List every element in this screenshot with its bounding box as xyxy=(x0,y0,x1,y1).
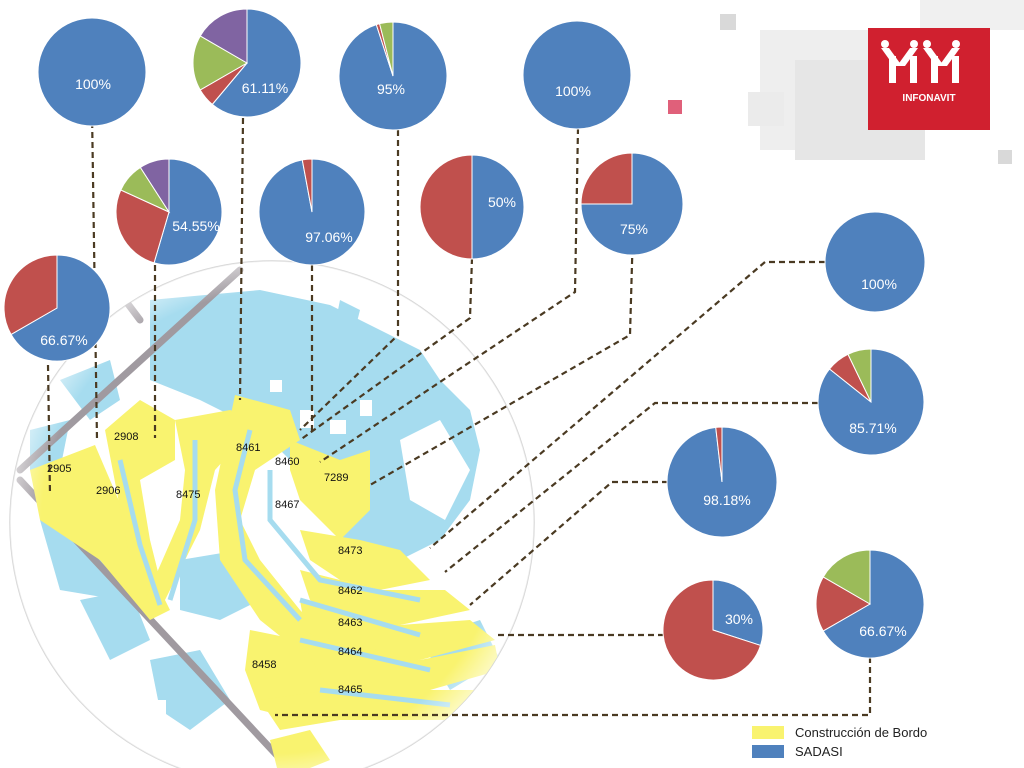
pie-slice-green xyxy=(192,35,248,91)
pie-chart: 66.67% xyxy=(3,254,111,362)
pie-chart: 30% xyxy=(662,579,764,681)
pie-slice-purple xyxy=(139,158,170,214)
pie-slice-sadasi xyxy=(712,579,764,647)
legend-swatch-sadasi xyxy=(752,745,784,758)
site-map xyxy=(9,260,535,768)
pie-slice-red xyxy=(662,579,762,681)
pie-chart: 100% xyxy=(522,20,632,130)
infonavit-logo: INFONAVIT xyxy=(868,28,990,130)
pie-percent-label: 100% xyxy=(555,83,591,99)
pie-chart: 61.11% xyxy=(192,8,302,118)
pie-percent-label: 54.55% xyxy=(172,218,219,234)
pie-chart: 97.06% xyxy=(258,158,366,266)
pie-percent-label: 66.67% xyxy=(40,332,87,348)
pie-slice-red xyxy=(715,426,723,483)
pie-chart: 50% xyxy=(419,154,525,260)
logo-text: INFONAVIT xyxy=(902,93,955,104)
pie-percent-label: 100% xyxy=(861,276,897,292)
pie-percent-label: 85.71% xyxy=(849,420,896,436)
pie-slice-sadasi xyxy=(822,549,925,659)
pie-slice-sadasi xyxy=(471,154,525,260)
pie-chart: 98.18% xyxy=(666,426,778,538)
pie-chart: 85.71% xyxy=(817,348,925,456)
pie-slice-red xyxy=(419,154,473,260)
pie-percent-label: 97.06% xyxy=(305,229,352,245)
pie-slice-sadasi xyxy=(580,152,684,256)
parcel-label: 2906 xyxy=(96,485,120,497)
pie-chart: 75% xyxy=(580,152,684,256)
pie-percent-label: 50% xyxy=(488,194,516,210)
pie-slice-sadasi xyxy=(211,8,302,118)
pie-slice-red xyxy=(580,152,633,205)
legend: Construcción de Bordo SADASI xyxy=(752,725,927,759)
pie-slice-green xyxy=(822,549,871,605)
pie-slice-green xyxy=(847,348,872,403)
parcel-label: 8462 xyxy=(338,585,362,597)
parcel-label: 8475 xyxy=(176,489,200,501)
pie-percent-label: 30% xyxy=(725,611,753,627)
parcel-label: 8463 xyxy=(338,617,362,629)
pie-slice-red xyxy=(301,158,313,213)
pie-chart: 100% xyxy=(824,211,926,313)
pie-slice-purple xyxy=(199,8,248,64)
pie-percent-label: 61.11% xyxy=(242,80,288,96)
pie-slice-sadasi xyxy=(10,254,111,362)
pie-slice-sadasi xyxy=(824,211,926,313)
pie-slice-red xyxy=(815,576,871,632)
parcel-label: 8467 xyxy=(275,499,299,511)
legend-swatch-construccion xyxy=(752,726,784,739)
pie-slice-sadasi xyxy=(153,158,223,266)
parcel-labels: 2908 2905 2906 8475 8461 8460 7289 8467 … xyxy=(47,431,362,696)
parcel-label: 8465 xyxy=(338,684,362,696)
parcel-label: 2905 xyxy=(47,463,71,475)
legend-label-construccion: Construcción de Bordo xyxy=(795,725,927,740)
pie-slice-red xyxy=(3,254,58,336)
pie-chart: 54.55% xyxy=(115,158,223,266)
pie-slice-sadasi xyxy=(37,17,147,127)
parcel-label: 8460 xyxy=(275,456,299,468)
pie-chart: 95% xyxy=(338,21,448,131)
pie-percent-label: 75% xyxy=(620,221,648,237)
pie-slice-sadasi xyxy=(522,20,632,130)
pie-percent-label: 98.18% xyxy=(703,492,750,508)
pie-chart: 66.67% xyxy=(815,549,925,659)
pie-slice-green xyxy=(378,21,394,77)
pie-percent-label: 100% xyxy=(75,76,111,92)
parcel-label: 8473 xyxy=(338,545,362,557)
pie-percent-label: 66.67% xyxy=(859,623,906,639)
pie-charts: 100% 61.11% 95% 100% 54.55% 97.06% 50% 75% 66.67… xyxy=(3,8,926,681)
legend-label-sadasi: SADASI xyxy=(795,744,843,759)
pie-chart: 100% xyxy=(37,17,147,127)
parcel-label: 8464 xyxy=(338,646,362,658)
pie-percent-label: 95% xyxy=(377,81,405,97)
parcel-label: 8461 xyxy=(236,442,260,454)
parcel-label: 8458 xyxy=(252,659,276,671)
pie-slice-red xyxy=(115,189,170,264)
parcel-label: 7289 xyxy=(324,472,348,484)
parcel-label: 2908 xyxy=(114,431,138,443)
